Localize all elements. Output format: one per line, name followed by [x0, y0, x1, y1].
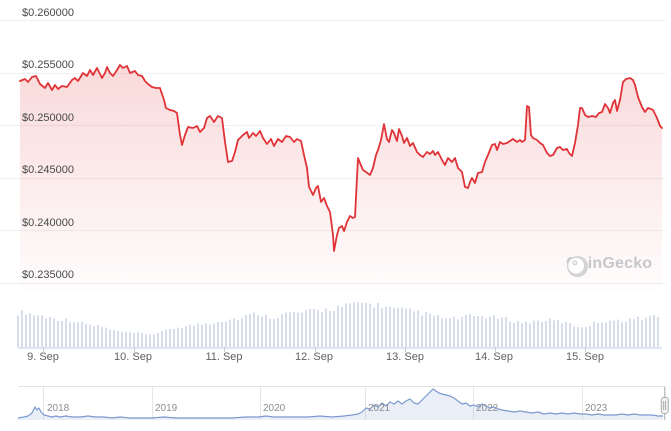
x-axis-label: 14. Sep	[475, 351, 513, 363]
coingecko-logo-icon	[566, 255, 589, 278]
price-area-series	[19, 64, 663, 291]
x-axis-label: 10. Sep	[114, 351, 152, 363]
y-axis-label: $0.260000	[22, 7, 74, 19]
navigator-year-label: 2019	[155, 403, 178, 414]
x-axis-label: 15. Sep	[566, 351, 604, 363]
navigator-year-label: 2022	[476, 403, 499, 414]
navigator-handle[interactable]	[660, 397, 669, 414]
navigator-year-label: 2023	[585, 403, 608, 414]
y-axis-label: $0.250000	[22, 112, 74, 124]
x-axis-ticks	[43, 347, 586, 352]
y-axis-label: $0.245000	[22, 164, 74, 176]
x-axis-label: 11. Sep	[205, 351, 243, 363]
navigator-year-label: 2021	[368, 403, 391, 414]
coingecko-watermark: CoinGecko	[566, 255, 652, 278]
x-axis-label: 13. Sep	[386, 351, 424, 363]
navigator-year-label: 2018	[47, 403, 70, 414]
x-axis-label: 12. Sep	[295, 351, 333, 363]
volume-bar-series	[16, 302, 662, 349]
y-axis-label: $0.235000	[22, 269, 74, 281]
y-axis-label: $0.240000	[22, 217, 74, 229]
range-navigator[interactable]	[17, 386, 669, 421]
x-axis-label: 9. Sep	[27, 351, 59, 363]
y-axis-label: $0.255000	[22, 59, 74, 71]
navigator-year-label: 2020	[263, 403, 286, 414]
